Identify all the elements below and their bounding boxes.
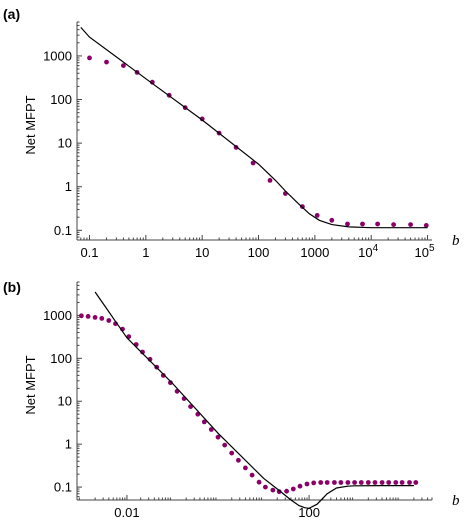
x-tick-label: 0.1 <box>80 245 98 260</box>
data-point <box>290 486 296 492</box>
x-tick-label: 1 <box>142 245 149 260</box>
data-point <box>106 318 112 323</box>
data-point <box>386 480 392 485</box>
panel-label: (a) <box>3 6 20 22</box>
data-point <box>391 222 396 228</box>
y-tick-label: 1000 <box>43 48 72 63</box>
data-point <box>168 380 173 386</box>
data-point <box>99 316 105 321</box>
data-point <box>408 222 413 228</box>
y-tick-label: 10 <box>58 394 72 409</box>
data-point <box>104 59 109 65</box>
data-point <box>140 349 145 355</box>
data-point <box>243 465 248 471</box>
data-point <box>92 315 98 320</box>
x-axis-label: b <box>452 493 460 509</box>
y-tick-label: 1 <box>65 179 72 194</box>
x-tick-exponent: 4 <box>373 243 379 254</box>
x-tick-label: 10 <box>195 245 209 260</box>
data-point <box>338 480 344 485</box>
x-tick-label: 100 <box>248 245 270 260</box>
y-tick-label: 1000 <box>43 308 72 323</box>
y-tick-label: 1 <box>65 437 72 452</box>
x-tick-label: 100 <box>298 505 320 520</box>
data-point <box>250 160 256 166</box>
y-tick-label: 10 <box>58 136 72 151</box>
x-tick-base: 10 <box>358 245 372 260</box>
data-point <box>236 457 241 463</box>
y-tick-label: 100 <box>50 92 72 107</box>
y-axis-label: Net MFPT <box>23 355 38 414</box>
y-tick-label: 100 <box>50 351 72 366</box>
data-point <box>372 480 378 485</box>
data-point <box>345 480 351 485</box>
data-point <box>329 217 335 223</box>
data-point <box>201 419 207 425</box>
data-point <box>304 481 310 487</box>
data-point <box>324 480 330 485</box>
data-point <box>270 487 276 493</box>
data-point <box>318 480 324 485</box>
y-tick-label: 0.1 <box>54 223 72 238</box>
data-point <box>267 178 273 183</box>
data-point <box>393 480 399 485</box>
data-point <box>160 373 166 378</box>
data-point <box>149 79 155 85</box>
data-point <box>121 63 126 68</box>
data-point <box>85 314 91 319</box>
data-point <box>379 480 385 485</box>
data-point <box>375 221 380 227</box>
data-point <box>208 427 214 432</box>
x-tick-label: 0.01 <box>114 505 139 520</box>
data-point <box>352 480 357 485</box>
y-axis-label: Net MFPT <box>23 95 38 154</box>
data-point <box>276 489 282 495</box>
data-point <box>263 484 268 490</box>
data-point <box>297 483 303 489</box>
data-point <box>360 221 365 227</box>
data-point <box>79 313 84 319</box>
x-tick-label-power: 105 <box>415 243 435 260</box>
x-axis-label: b <box>452 233 460 249</box>
data-point <box>345 221 350 227</box>
data-point <box>87 55 92 61</box>
data-point <box>314 213 320 218</box>
x-tick-label-power: 104 <box>358 243 378 260</box>
data-point <box>199 116 205 122</box>
y-tick-label: 0.1 <box>54 480 72 495</box>
data-point <box>284 488 289 494</box>
data-point <box>332 480 337 485</box>
x-tick-label: 1000 <box>300 245 329 260</box>
theory-curve <box>94 291 414 509</box>
data-point <box>399 480 405 485</box>
theory-curve <box>80 26 428 229</box>
data-point <box>413 480 419 485</box>
panel-b: (b) 0.1 1 10 100 1000 0.01 100 Net MFPT b <box>3 279 460 520</box>
x-tick-base: 10 <box>415 245 429 260</box>
data-point <box>256 479 262 485</box>
data-point <box>215 434 221 440</box>
data-point <box>365 480 371 485</box>
data-point <box>407 480 412 485</box>
data-point <box>249 472 255 478</box>
x-tick-exponent: 5 <box>429 243 435 254</box>
panel-label: (b) <box>3 279 21 295</box>
data-point <box>229 450 235 456</box>
data-point <box>222 442 228 448</box>
data-point <box>358 480 364 485</box>
data-point <box>311 480 317 486</box>
data-point <box>423 223 429 228</box>
